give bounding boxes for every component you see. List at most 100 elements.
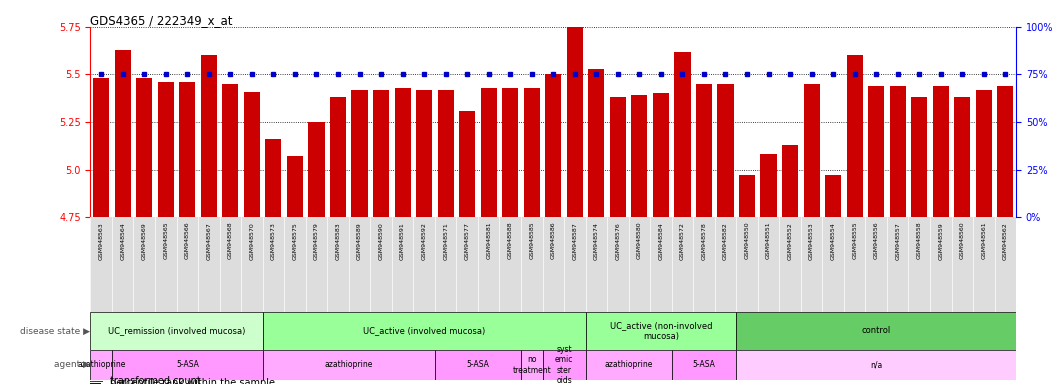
Text: GSM948578: GSM948578 — [701, 222, 706, 260]
Text: 5-ASA: 5-ASA — [466, 360, 489, 369]
Text: GSM948556: GSM948556 — [874, 222, 879, 260]
Text: GSM948562: GSM948562 — [1003, 222, 1008, 260]
Bar — [954, 97, 970, 217]
Text: n/a: n/a — [870, 360, 882, 369]
Bar — [330, 97, 346, 217]
Text: GSM948585: GSM948585 — [529, 222, 534, 260]
Text: GSM948568: GSM948568 — [228, 222, 233, 260]
Text: GSM948581: GSM948581 — [486, 222, 492, 260]
Bar — [997, 86, 1013, 217]
Text: GSM948574: GSM948574 — [594, 222, 599, 260]
Text: GSM948591: GSM948591 — [400, 222, 405, 260]
Bar — [481, 88, 497, 217]
Bar — [521, 349, 543, 380]
Bar — [567, 25, 583, 217]
Text: transformed count: transformed count — [110, 376, 200, 384]
Bar — [179, 82, 196, 217]
Bar — [803, 84, 819, 217]
Text: GSM948552: GSM948552 — [787, 222, 793, 260]
Bar — [739, 175, 755, 217]
Text: GSM948571: GSM948571 — [443, 222, 448, 260]
Bar — [653, 93, 669, 217]
Bar — [287, 156, 303, 217]
Bar — [736, 349, 1016, 380]
Bar — [911, 97, 928, 217]
Bar — [90, 383, 101, 384]
Text: GSM948559: GSM948559 — [938, 222, 944, 260]
Text: UC_active (involved mucosa): UC_active (involved mucosa) — [363, 326, 485, 335]
Text: syst
emic
ster
oids: syst emic ster oids — [554, 345, 573, 384]
Bar — [717, 84, 733, 217]
Bar — [976, 89, 992, 217]
Bar — [222, 84, 238, 217]
Text: GSM948554: GSM948554 — [831, 222, 835, 260]
Bar — [395, 88, 411, 217]
Bar — [588, 69, 604, 217]
Text: GSM948575: GSM948575 — [293, 222, 298, 260]
Bar — [610, 97, 626, 217]
Text: control: control — [862, 326, 891, 335]
Text: agent ▶: agent ▶ — [54, 360, 90, 369]
Text: disease state ▶: disease state ▶ — [20, 326, 90, 335]
Bar — [502, 88, 518, 217]
Text: GSM948583: GSM948583 — [335, 222, 340, 260]
Bar — [585, 312, 736, 349]
Bar — [847, 55, 863, 217]
Bar — [459, 111, 476, 217]
Bar — [90, 349, 112, 380]
Text: azathioprine: azathioprine — [325, 360, 373, 369]
Text: GSM948551: GSM948551 — [766, 222, 771, 260]
Bar — [90, 312, 263, 349]
Text: 5-ASA: 5-ASA — [176, 360, 199, 369]
Bar — [585, 349, 671, 380]
Bar — [263, 312, 585, 349]
Bar — [201, 55, 217, 217]
Bar — [825, 175, 842, 217]
Text: GSM948586: GSM948586 — [551, 222, 555, 260]
Bar — [868, 86, 884, 217]
Text: GSM948566: GSM948566 — [185, 222, 189, 260]
Bar — [523, 88, 539, 217]
Text: GSM948573: GSM948573 — [271, 222, 276, 260]
Text: GDS4365 / 222349_x_at: GDS4365 / 222349_x_at — [90, 14, 233, 27]
Text: GSM948572: GSM948572 — [680, 222, 685, 260]
Text: GSM948561: GSM948561 — [981, 222, 986, 260]
Text: GSM948557: GSM948557 — [895, 222, 900, 260]
Text: percentile rank within the sample: percentile rank within the sample — [110, 378, 275, 384]
Bar — [671, 349, 736, 380]
Bar — [94, 78, 110, 217]
Text: GSM948584: GSM948584 — [659, 222, 664, 260]
Bar — [545, 74, 562, 217]
Text: GSM948580: GSM948580 — [637, 222, 642, 260]
Text: GSM948577: GSM948577 — [465, 222, 469, 260]
Text: GSM948558: GSM948558 — [917, 222, 921, 260]
Text: GSM948550: GSM948550 — [745, 222, 749, 260]
Text: GSM948570: GSM948570 — [249, 222, 254, 260]
Bar — [309, 122, 325, 217]
Text: GSM948553: GSM948553 — [809, 222, 814, 260]
Bar — [631, 95, 648, 217]
Text: GSM948567: GSM948567 — [206, 222, 212, 260]
Bar — [696, 84, 712, 217]
Text: GSM948576: GSM948576 — [615, 222, 620, 260]
Text: azathioprine: azathioprine — [604, 360, 653, 369]
Bar — [435, 349, 521, 380]
Text: GSM948569: GSM948569 — [142, 222, 147, 260]
Bar — [437, 89, 453, 217]
Text: azathioprine: azathioprine — [77, 360, 126, 369]
Text: GSM948587: GSM948587 — [572, 222, 578, 260]
Text: GSM948582: GSM948582 — [724, 222, 728, 260]
Bar — [263, 349, 435, 380]
Text: no
treatment: no treatment — [513, 355, 551, 374]
Bar — [675, 51, 691, 217]
Text: GSM948565: GSM948565 — [163, 222, 168, 260]
Text: UC_remission (involved mucosa): UC_remission (involved mucosa) — [107, 326, 245, 335]
Bar — [244, 91, 260, 217]
Text: GSM948592: GSM948592 — [421, 222, 427, 260]
Bar — [265, 139, 282, 217]
Bar — [112, 349, 263, 380]
Text: 5-ASA: 5-ASA — [693, 360, 715, 369]
Bar — [782, 145, 798, 217]
Bar — [115, 50, 131, 217]
Bar — [543, 349, 585, 380]
